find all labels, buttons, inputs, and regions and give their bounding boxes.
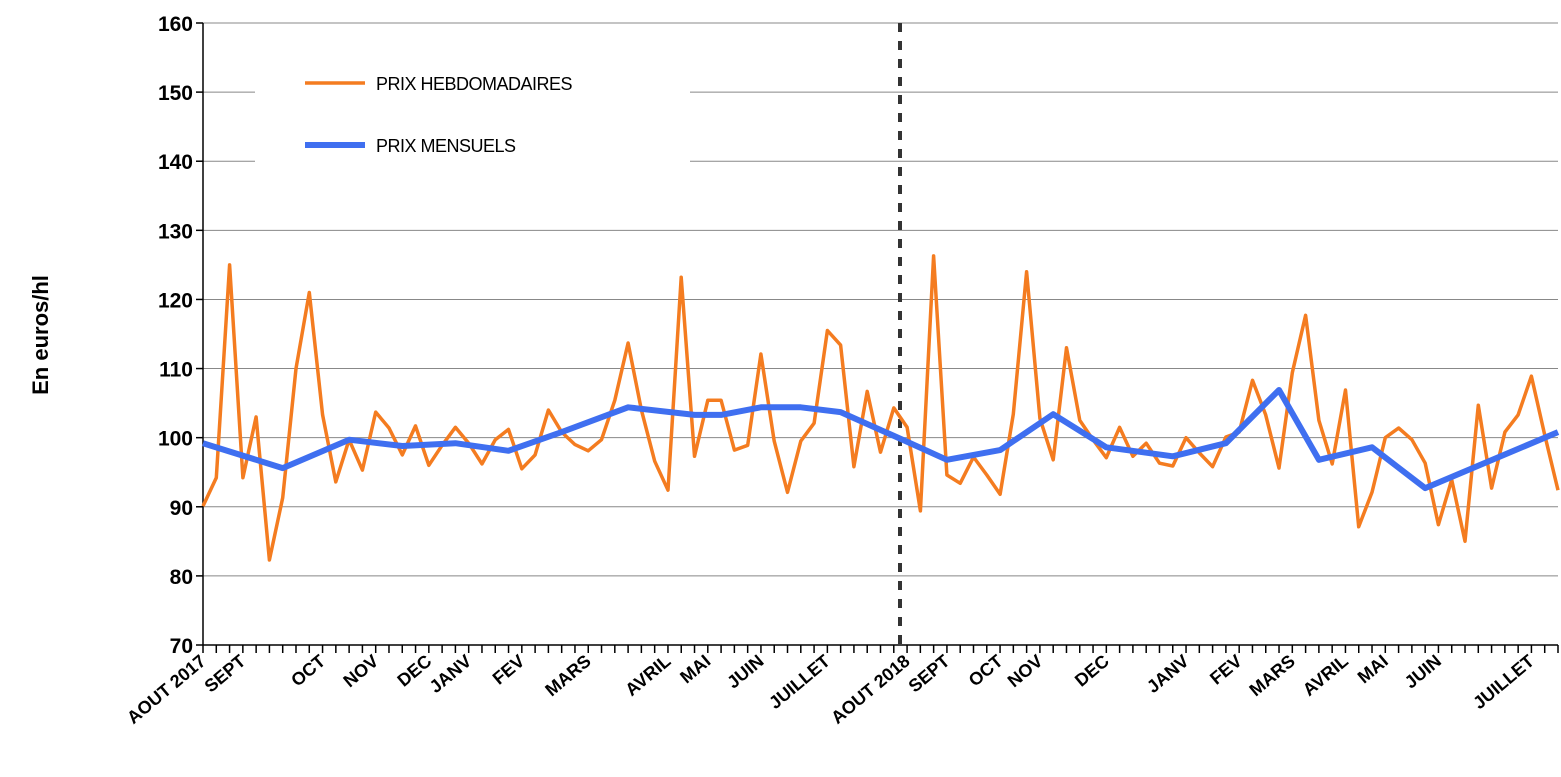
- x-tick-label: JANV: [1143, 651, 1193, 697]
- x-tick-label: NOV: [340, 651, 383, 691]
- y-tick-label: 140: [158, 151, 193, 174]
- x-tick-label: DEC: [1071, 651, 1113, 691]
- x-tick-label: AVRIL: [621, 651, 674, 700]
- y-tick-label: 90: [170, 497, 193, 520]
- y-tick-label: 100: [158, 428, 193, 451]
- x-tick-label: JANV: [426, 651, 476, 697]
- legend-box: [255, 55, 690, 175]
- x-tick-label: SEPT: [201, 651, 250, 697]
- x-tick-label: JUIN: [1401, 651, 1445, 693]
- y-tick-label: 120: [158, 289, 193, 312]
- x-tick-label: MARS: [1245, 651, 1298, 700]
- legend-label: PRIX HEBDOMADAIRES: [376, 74, 573, 94]
- y-tick-label: 150: [158, 82, 193, 105]
- x-tick-label: FEV: [1206, 651, 1246, 689]
- x-tick-label: AVRIL: [1299, 651, 1352, 700]
- y-tick-label: 110: [159, 359, 193, 382]
- x-tick-label: MAI: [676, 651, 714, 688]
- x-tick-label: FEV: [489, 651, 529, 689]
- x-tick-label: AOUT 2017: [123, 651, 209, 728]
- x-tick-label: SEPT: [905, 651, 954, 697]
- x-tick-label: OCT: [287, 651, 329, 691]
- x-tick-label: JUIN: [723, 651, 767, 693]
- legend-label: PRIX MENSUELS: [376, 136, 516, 156]
- y-axis-label: En euros/hl: [28, 275, 53, 395]
- x-tick-label: JUILLET: [765, 651, 834, 713]
- series-line: [202, 387, 1560, 492]
- x-tick-label: MAI: [1354, 651, 1392, 688]
- series-line: [201, 254, 1560, 562]
- y-tick-label: 130: [158, 220, 193, 243]
- y-tick-label: 160: [158, 13, 193, 36]
- x-tick-label: MARS: [541, 651, 594, 700]
- x-tick-label: OCT: [965, 651, 1007, 691]
- y-tick-label: 70: [170, 635, 193, 658]
- x-tick-label: NOV: [1004, 651, 1047, 691]
- y-tick-label: 80: [170, 566, 193, 589]
- x-tick-label: JUILLET: [1469, 651, 1538, 713]
- x-tick-label: AOUT 2018: [827, 651, 913, 728]
